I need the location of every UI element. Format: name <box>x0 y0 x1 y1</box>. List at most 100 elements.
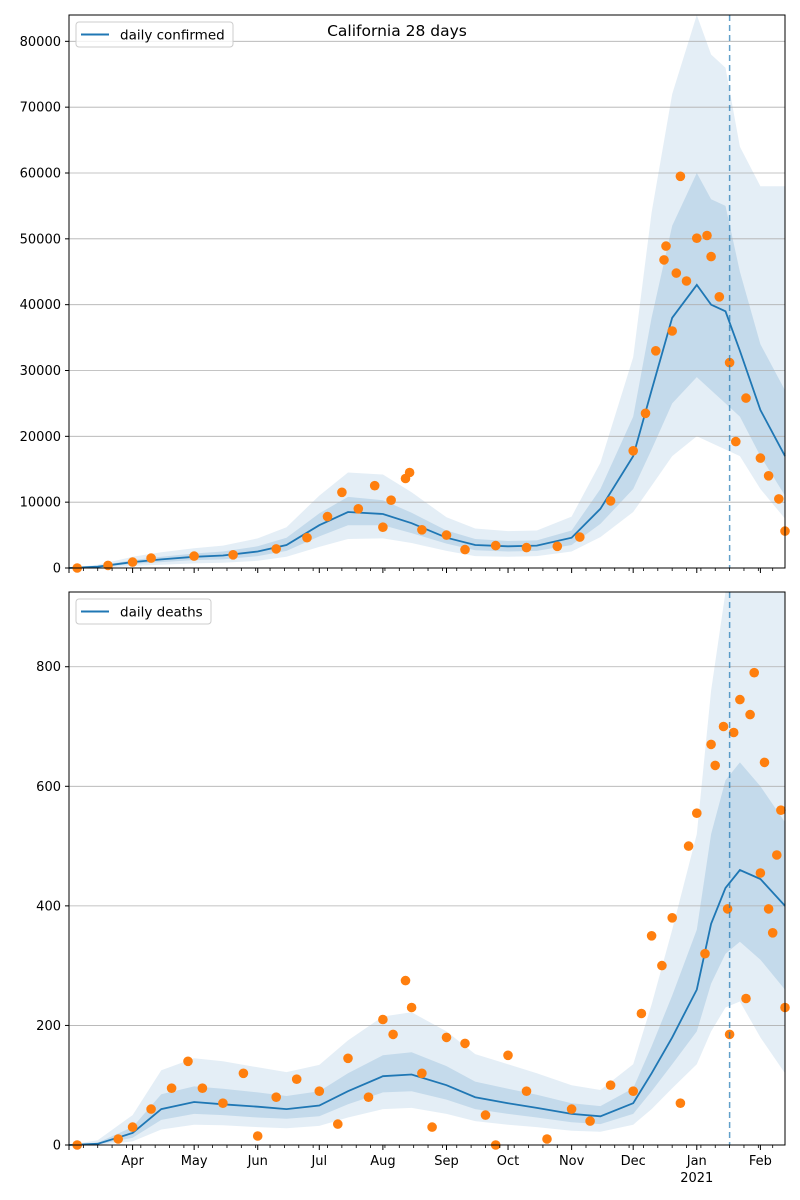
data-point <box>291 1074 302 1084</box>
data-point <box>628 1086 638 1096</box>
data-point <box>127 1122 138 1132</box>
data-point <box>417 1068 427 1079</box>
data-point <box>675 171 686 182</box>
data-point <box>728 727 739 738</box>
data-point <box>363 1092 374 1102</box>
deaths-observations <box>72 667 790 1150</box>
data-point <box>749 667 759 678</box>
deaths-uncertainty-bands <box>69 592 785 1145</box>
y-tick-label: 80000 <box>20 35 61 50</box>
y-tick-label: 40000 <box>20 298 61 313</box>
axes-frame <box>68 14 786 569</box>
data-point <box>113 1134 123 1144</box>
data-point <box>745 709 755 720</box>
data-point <box>735 694 745 705</box>
data-point <box>605 1080 616 1090</box>
y-tick-label: 200 <box>36 1019 61 1034</box>
data-point <box>575 532 585 542</box>
x-tick-label: Jul <box>310 1154 327 1169</box>
y-tick-label: 400 <box>36 899 61 914</box>
data-point <box>755 868 766 878</box>
data-point <box>706 739 716 750</box>
data-point <box>722 904 733 914</box>
data-point <box>667 326 677 336</box>
confirmed-legend: daily confirmed <box>75 21 234 48</box>
data-point <box>671 268 682 278</box>
data-point <box>702 230 712 241</box>
y-tick-label: 20000 <box>20 430 61 445</box>
data-point <box>127 557 138 567</box>
data-point <box>427 1122 437 1132</box>
data-point <box>724 357 735 368</box>
deaths-x-ticks: Apr May Jun Jul Aug Sep Oct Nov Dec Jan Feb 2021 <box>68 1145 774 1186</box>
data-point <box>651 346 661 356</box>
x-tick-label: Dec <box>621 1154 646 1169</box>
x-year-label: 2021 <box>680 1171 713 1186</box>
confirmed-gridlines <box>69 40 785 503</box>
data-point <box>441 1032 452 1043</box>
confirmed-y-ticks: 0 10000 20000 30000 40000 50000 60000 70000 8000… <box>20 35 69 577</box>
deaths-y-ticks: 0 200 400 600 800 <box>36 660 69 1154</box>
outer-band <box>69 15 785 568</box>
y-tick-label: 600 <box>36 780 61 795</box>
data-point <box>710 760 720 771</box>
data-point <box>776 805 786 815</box>
data-point <box>692 233 702 243</box>
data-point <box>628 446 638 456</box>
x-tick-label: May <box>181 1154 208 1169</box>
data-point <box>252 1131 263 1141</box>
data-point <box>714 292 725 302</box>
data-point <box>700 948 710 959</box>
data-point <box>755 453 766 463</box>
data-point <box>741 393 751 403</box>
median-line <box>68 283 786 569</box>
data-point <box>759 757 770 768</box>
data-point <box>683 841 694 851</box>
deaths-panel: 0 200 400 600 800 Apr May Jun Jul Aug Sep Oct Nov De… <box>36 591 790 1186</box>
data-point <box>659 255 669 265</box>
data-point <box>238 1068 249 1079</box>
data-point <box>640 408 651 419</box>
inner-band <box>69 762 785 1145</box>
data-point <box>183 1056 193 1067</box>
data-point <box>718 721 729 732</box>
y-tick-label: 0 <box>53 562 61 577</box>
legend-label-deaths: daily deaths <box>120 605 203 621</box>
data-point <box>741 993 751 1004</box>
confirmed-panel: 0 10000 20000 30000 40000 50000 60000 70000 8000… <box>20 14 790 577</box>
data-point <box>675 1098 686 1108</box>
y-tick-label: 50000 <box>20 232 61 247</box>
data-point <box>460 544 470 555</box>
data-point <box>605 496 616 506</box>
x-tick-label: Feb <box>749 1154 772 1169</box>
data-point <box>404 467 415 478</box>
data-point <box>388 1029 398 1040</box>
chart-title: California 28 days <box>327 22 467 40</box>
data-point <box>333 1119 343 1129</box>
x-tick-label: Jun <box>247 1154 268 1169</box>
y-tick-label: 800 <box>36 660 61 675</box>
data-point <box>146 1104 156 1114</box>
confirmed-median-line <box>68 283 786 569</box>
y-tick-label: 0 <box>53 1139 61 1154</box>
data-point <box>271 1092 282 1102</box>
data-point <box>521 542 532 553</box>
deaths-axes-frame <box>68 591 786 1146</box>
data-point <box>646 931 657 941</box>
data-point <box>103 560 113 571</box>
data-point <box>353 504 364 514</box>
data-point <box>772 850 782 860</box>
y-tick-label: 60000 <box>20 167 61 182</box>
x-tick-label: Sep <box>434 1154 459 1169</box>
data-point <box>521 1086 532 1096</box>
data-point <box>400 975 411 986</box>
data-point <box>322 511 333 522</box>
x-tick-label: Nov <box>559 1154 585 1169</box>
axes-frame <box>68 591 786 1146</box>
data-point <box>314 1086 325 1096</box>
data-point <box>585 1116 595 1126</box>
data-point <box>763 904 774 914</box>
data-point <box>189 551 199 561</box>
legend-label-confirmed: daily confirmed <box>120 28 225 44</box>
